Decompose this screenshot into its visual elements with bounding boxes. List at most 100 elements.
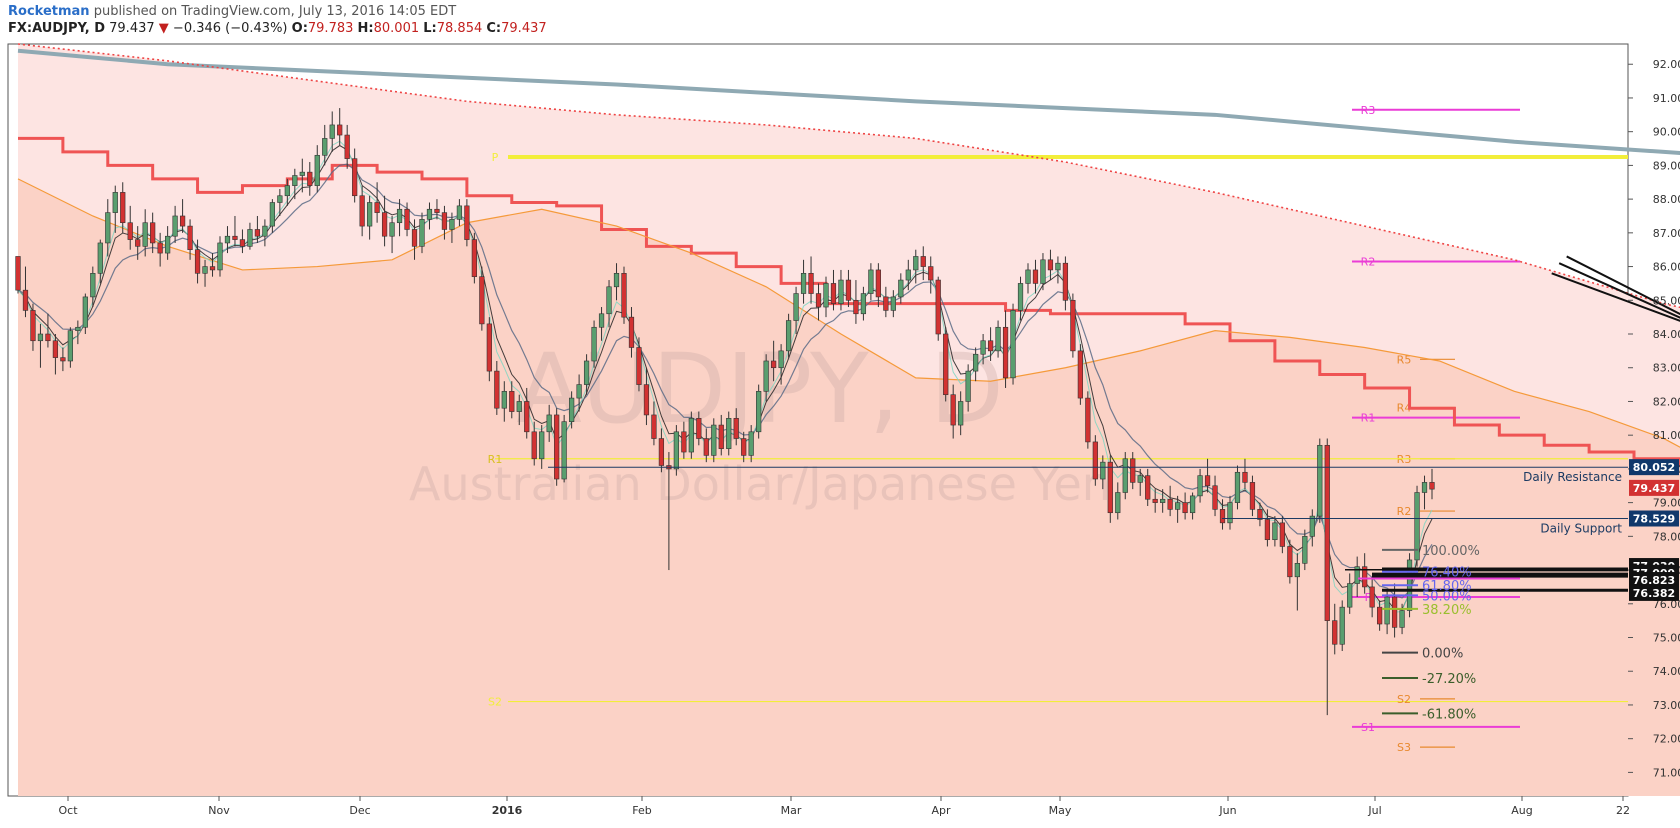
candle-body — [516, 401, 522, 412]
candle-body — [479, 276, 485, 325]
candle-body — [1347, 583, 1353, 608]
pivot-label: R1 — [1361, 412, 1376, 425]
price-label-box — [1629, 510, 1679, 527]
y-tick-label: 91.000 — [1653, 92, 1680, 105]
candle-body — [583, 360, 590, 385]
candle-body — [1167, 498, 1173, 510]
fib-label: 76.40% — [1422, 566, 1472, 581]
candle-body — [973, 353, 979, 372]
candle-body — [651, 414, 657, 439]
candle-body — [322, 138, 328, 156]
candle-body — [269, 202, 275, 227]
chart-area[interactable]: AUDJPY, D Australian Dollar/Japanese Yen … — [0, 42, 1680, 824]
candle-body — [381, 212, 388, 237]
candle-body — [1145, 475, 1151, 500]
candle-body — [1160, 498, 1166, 503]
pivot-label: S2 — [1397, 693, 1411, 706]
candle-body — [1227, 502, 1233, 524]
candle-body — [179, 215, 186, 227]
ema-line — [17, 140, 1433, 613]
candle-body — [711, 424, 717, 456]
candle-body — [883, 296, 889, 311]
published-text: published on TradingView.com, July 13, 2… — [93, 4, 457, 19]
candle-body — [337, 124, 343, 136]
candle-body — [45, 333, 51, 342]
candle-body — [1332, 620, 1338, 645]
candle-body — [254, 229, 261, 237]
candle-body — [1264, 519, 1271, 541]
candle-body — [82, 296, 88, 328]
candle-body — [434, 208, 440, 213]
candle-body — [681, 431, 687, 453]
candle-body — [352, 158, 358, 197]
candle-body — [1302, 536, 1308, 564]
candle-body — [1354, 566, 1360, 584]
pivot-label: P — [1365, 591, 1372, 604]
candle-body — [187, 225, 193, 251]
candle-body — [217, 242, 223, 271]
candle-body — [396, 208, 403, 224]
trend-line — [1558, 262, 1680, 319]
candle-body — [1249, 482, 1256, 510]
pivot-label: R2 — [1397, 505, 1412, 518]
candle-body — [1287, 546, 1293, 578]
candle-body — [367, 202, 373, 227]
candle-body — [292, 175, 298, 186]
pivot-label: R1 — [488, 453, 503, 466]
ohlc-line: FX:AUDJPY, D 79.437 ▼ −0.346 (−0.43%) O:… — [8, 21, 547, 36]
candle-body — [987, 340, 994, 352]
y-tick-label: 92.000 — [1653, 58, 1680, 71]
candle-body — [1175, 502, 1181, 510]
chart-header: Rocketman published on TradingView.com, … — [0, 0, 1680, 42]
ma-line-ma_red_dotted — [17, 43, 1680, 309]
candle-body — [703, 438, 709, 456]
y-tick-label: 79.000 — [1653, 497, 1680, 510]
candle-body — [501, 391, 507, 409]
candle-body — [389, 222, 395, 237]
candle-body — [1197, 475, 1203, 497]
candle-body — [1032, 269, 1039, 284]
candle-body — [374, 202, 380, 213]
y-tick-label: 73.000 — [1653, 699, 1680, 712]
candle-body — [426, 208, 433, 220]
candle-body — [1399, 610, 1405, 628]
candle-body — [845, 279, 852, 301]
x-tick-label: Jun — [1218, 804, 1236, 817]
candle-body — [1317, 444, 1323, 517]
candle-body — [1204, 475, 1211, 487]
candle-body — [419, 219, 425, 247]
candle-body — [1212, 485, 1218, 510]
candle-body — [591, 326, 597, 362]
author-link[interactable]: Rocketman — [8, 4, 90, 19]
pivot-label: R4 — [1397, 402, 1412, 415]
candle-body — [90, 273, 96, 298]
trend-line — [1551, 272, 1680, 322]
ema-line — [17, 163, 1433, 599]
candle-body — [748, 431, 754, 456]
candle-body — [127, 222, 133, 240]
candle-body — [1085, 397, 1091, 443]
candle-body — [30, 310, 36, 342]
y-tick-label: 71.000 — [1653, 766, 1680, 779]
candle-body — [1182, 502, 1188, 514]
candle-body — [314, 154, 320, 186]
candle-body — [771, 360, 777, 369]
candle-body — [1369, 586, 1375, 608]
pivot-label: S3 — [1397, 741, 1411, 754]
candle-body — [1189, 495, 1196, 514]
candle-body — [1137, 475, 1143, 483]
y-tick-label: 86.000 — [1653, 261, 1680, 274]
y-tick-label: 72.000 — [1653, 733, 1680, 746]
fib-label: -61.80% — [1422, 707, 1476, 722]
candle-body — [1152, 498, 1158, 503]
candle-body — [202, 266, 208, 274]
candle-body — [1309, 515, 1315, 537]
candle-body — [15, 256, 21, 291]
candle-body — [793, 293, 799, 321]
candle-body — [554, 414, 560, 480]
candle-body — [1391, 596, 1398, 628]
change-down-icon: ▼ — [158, 21, 169, 36]
x-tick-label: Dec — [349, 804, 370, 817]
high-value: 80.001 — [373, 21, 420, 36]
